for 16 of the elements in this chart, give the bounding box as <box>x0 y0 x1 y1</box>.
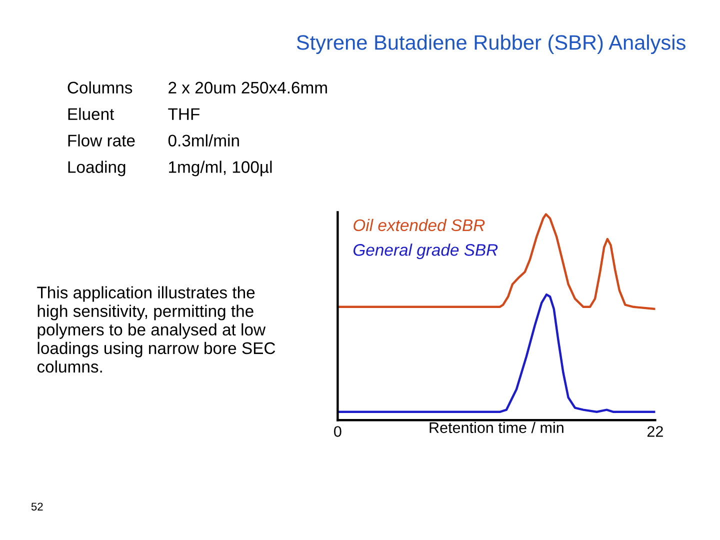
text: Flow rate <box>68 134 135 146</box>
x-tick-label: 22 <box>647 426 663 437</box>
text: This application illustrates the high sensitivity, permitting the polymers to be analysed at low loadings using narrow bore SEC columns. <box>37 286 276 373</box>
text: 0.3ml/min <box>168 134 239 146</box>
text: Columns <box>68 81 132 94</box>
text: 2 x 20um 250x4.6mm <box>168 82 327 94</box>
text: Oil extended SBR <box>354 218 485 232</box>
x-tick-label: 0 <box>334 426 342 437</box>
text: 52 <box>31 502 43 511</box>
x-axis-title: Retention time / min <box>430 422 564 434</box>
text: Eluent <box>68 108 114 120</box>
text: Loading <box>68 160 126 176</box>
chart-title: Styrene Butadiene Rubber (SBR) Analysis <box>296 34 686 54</box>
text: General grade SBR <box>354 244 498 260</box>
text: THF <box>168 108 200 120</box>
text: 1mg/ml, 100µl <box>169 160 272 176</box>
